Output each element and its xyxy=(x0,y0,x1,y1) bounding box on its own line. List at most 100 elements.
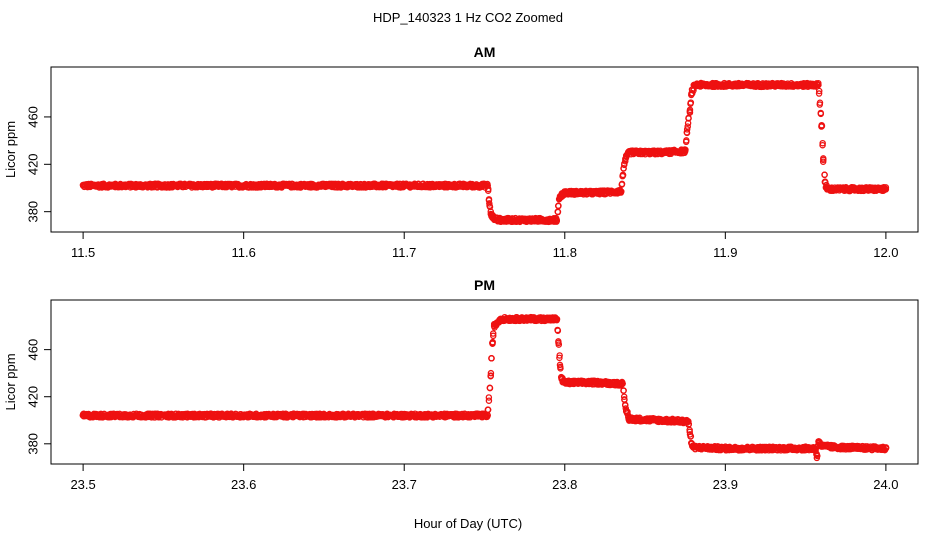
data-points xyxy=(79,313,890,462)
data-point xyxy=(620,161,628,169)
x-tick-label: 11.8 xyxy=(553,245,577,260)
data-point xyxy=(486,384,494,392)
data-point xyxy=(485,397,493,404)
data-point xyxy=(497,315,504,323)
data-point xyxy=(529,315,536,323)
data-point xyxy=(561,379,569,386)
data-point xyxy=(555,202,562,210)
data-point xyxy=(556,352,563,359)
data-point xyxy=(657,417,665,424)
data-points xyxy=(79,79,890,226)
data-point xyxy=(400,412,408,419)
data-point xyxy=(691,81,699,89)
data-point xyxy=(485,196,493,203)
data-point xyxy=(620,393,628,400)
panel-pm: PM Licor ppm 23.5 23.6 23.7 23.8 23.9 24.0 380 42… xyxy=(3,277,919,492)
data-point xyxy=(622,405,630,412)
data-point xyxy=(485,394,493,401)
data-point xyxy=(484,412,491,419)
panels: AM Licor ppm 11.5 11.6 11.7 11.8 11.9 12.0 380 42… xyxy=(3,44,919,492)
data-point xyxy=(819,141,826,149)
x-tick-label: 23.9 xyxy=(713,477,738,492)
plot-frame xyxy=(50,66,919,233)
data-point xyxy=(488,355,495,362)
data-point xyxy=(513,216,520,224)
data-point xyxy=(821,178,829,186)
data-point xyxy=(686,431,694,438)
data-point xyxy=(529,216,536,224)
data-point xyxy=(555,338,562,345)
data-point xyxy=(683,129,691,136)
data-point xyxy=(240,412,247,419)
data-point xyxy=(657,149,665,156)
data-point xyxy=(689,444,697,451)
data-point xyxy=(625,149,633,156)
y-tick-label: 380 xyxy=(26,201,41,223)
x-tick-label: 11.6 xyxy=(231,245,255,260)
x-tick-label: 11.5 xyxy=(71,245,95,260)
data-point xyxy=(818,121,825,129)
x-tick-label: 23.8 xyxy=(552,477,577,492)
data-point xyxy=(554,327,562,334)
data-point xyxy=(684,123,691,130)
data-point xyxy=(490,215,498,223)
data-point xyxy=(688,440,695,448)
data-point xyxy=(618,181,626,188)
x-tick-label: 23.7 xyxy=(392,477,417,492)
data-point xyxy=(687,100,694,107)
data-point xyxy=(815,87,823,95)
data-point xyxy=(486,200,493,207)
data-point xyxy=(487,372,494,380)
y-tick-label: 380 xyxy=(26,433,41,455)
data-point xyxy=(553,315,561,323)
y-tick-label: 420 xyxy=(26,153,41,175)
data-point xyxy=(622,155,630,162)
data-point xyxy=(821,171,828,179)
data-point xyxy=(722,81,729,89)
data-point xyxy=(561,189,569,196)
data-point xyxy=(619,380,626,388)
data-point xyxy=(818,442,825,450)
data-point xyxy=(770,81,777,89)
data-point xyxy=(625,415,633,423)
data-point xyxy=(489,340,496,347)
plot-frame xyxy=(50,299,919,465)
x-tick-label: 24.0 xyxy=(873,477,898,492)
data-point xyxy=(834,444,841,451)
data-point xyxy=(882,445,890,452)
data-point xyxy=(686,106,694,114)
data-point xyxy=(882,185,890,193)
x-tick-label: 23.6 xyxy=(231,477,256,492)
x-tick-label: 23.5 xyxy=(70,477,95,492)
x-tick-label: 11.7 xyxy=(392,245,416,260)
data-point xyxy=(817,110,825,118)
data-point xyxy=(593,189,601,196)
y-axis-label: Licor ppm xyxy=(3,121,18,178)
data-point xyxy=(556,193,564,200)
data-point xyxy=(593,379,601,386)
data-point xyxy=(722,445,729,452)
x-tick-label: 12.0 xyxy=(873,245,898,260)
data-point xyxy=(545,216,552,224)
data-point xyxy=(815,438,822,445)
data-point xyxy=(770,445,777,452)
data-point xyxy=(487,210,495,218)
data-point xyxy=(688,89,695,97)
data-point xyxy=(79,182,87,189)
panel-am: AM Licor ppm 11.5 11.6 11.7 11.8 11.9 12.0 380 42… xyxy=(3,44,919,260)
data-point xyxy=(813,454,821,462)
y-axis-label: Licor ppm xyxy=(3,353,18,410)
panel-title: AM xyxy=(474,44,496,60)
data-point xyxy=(619,172,626,180)
data-point xyxy=(620,387,627,394)
x-tick-label: 11.9 xyxy=(713,245,737,260)
data-point xyxy=(79,412,87,419)
data-point xyxy=(556,354,563,362)
data-point xyxy=(683,137,690,144)
data-point xyxy=(850,185,858,193)
data-point xyxy=(240,182,247,189)
data-point xyxy=(557,365,564,372)
y-tick-label: 420 xyxy=(26,386,41,408)
